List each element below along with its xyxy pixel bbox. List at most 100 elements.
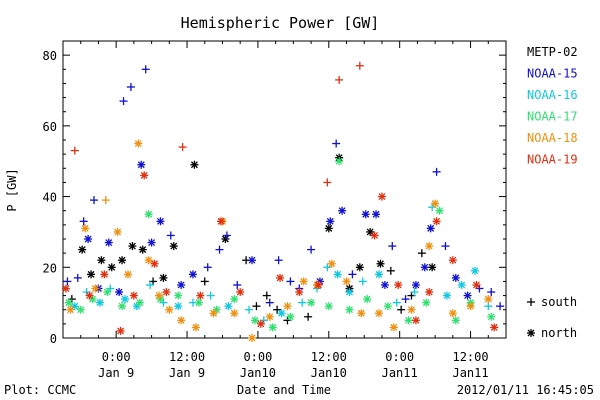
data-point-noaa-15 [137,160,146,169]
data-point-noaa-16 [484,302,493,311]
data-point-metp-02 [87,270,96,279]
x-tick-label-time: 12:00 [311,350,347,364]
data-point-noaa-19 [432,217,441,226]
data-point-noaa-15 [274,256,283,265]
data-point-noaa-19 [314,280,323,289]
data-point-noaa-19 [61,284,70,293]
data-point-noaa-18 [123,270,132,279]
data-point-noaa-19 [323,178,332,187]
data-point-noaa-17 [335,157,344,166]
data-point-noaa-16 [224,302,233,311]
data-point-noaa-19 [150,259,159,268]
data-point-noaa-16 [358,277,367,286]
data-point-noaa-16 [333,270,342,279]
x-tick-label-time: 0:00 [102,350,131,364]
legend-entry-noaa-19: NOAA-19 [527,153,578,167]
data-point-noaa-15 [203,263,212,272]
data-point-noaa-15 [463,291,472,300]
data-point-noaa-15 [420,263,429,272]
data-point-noaa-15 [432,167,441,176]
data-point-noaa-19 [335,75,344,84]
data-point-noaa-15 [73,273,82,282]
data-point-noaa-19 [116,326,125,335]
data-point-noaa-16 [121,295,130,304]
data-point-noaa-17 [135,298,144,307]
data-point-noaa-17 [324,302,333,311]
legend-entry-noaa-17: NOAA-17 [527,110,578,124]
data-point-noaa-19 [162,288,171,297]
data-point-noaa-15 [79,217,88,226]
data-point-noaa-17 [64,298,73,307]
data-point-noaa-19 [377,192,386,201]
data-point-noaa-19 [178,143,187,152]
data-point-noaa-18 [113,227,122,236]
data-point-noaa-15 [348,270,357,279]
data-point-noaa-17 [144,210,153,219]
data-point-noaa-17 [194,298,203,307]
data-point-noaa-18 [448,309,457,318]
data-point-noaa-17 [404,316,413,325]
data-point-noaa-17 [422,298,431,307]
data-point-noaa-19 [472,280,481,289]
x-tick-label-date: Jan11 [382,366,418,380]
data-point-noaa-15 [380,280,389,289]
data-point-metp-02 [397,305,406,314]
data-point-noaa-19 [100,270,109,279]
data-point-metp-02 [97,256,106,265]
data-point-noaa-15 [372,210,381,219]
data-point-noaa-18 [265,312,274,321]
data-point-noaa-18 [431,199,440,208]
legend-entry-noaa-18: NOAA-18 [527,131,578,145]
data-point-noaa-15 [496,302,505,311]
data-point-noaa-16 [470,266,479,275]
plot-source: Plot: CCMC [4,383,76,397]
marker-legend-symbol-south [527,298,535,306]
data-point-metp-02 [159,273,168,282]
data-point-noaa-18 [154,291,163,300]
data-point-noaa-15 [426,224,435,233]
data-point-noaa-17 [487,312,496,321]
data-point-noaa-16 [277,309,286,318]
data-point-metp-02 [386,266,395,275]
data-point-noaa-16 [70,302,79,311]
chart-title: Hemispheric Power [GW] [181,14,380,32]
data-point-metp-02 [221,235,230,243]
data-point-noaa-15 [177,280,186,289]
data-point-noaa-18 [101,196,110,205]
data-point-metp-02 [169,242,178,251]
legend-entry-noaa-16: NOAA-16 [527,88,578,102]
axis-ticks: 0 20 40 60 80 0:00 Jan 9 12:00 Jan 9 0:00 Jan10 12:… [43,40,507,380]
data-point-noaa-18 [230,309,239,318]
data-point-noaa-17 [435,206,444,215]
data-point-noaa-18 [484,295,493,304]
data-point-noaa-15 [84,235,93,243]
data-point-noaa-19 [448,256,457,265]
data-point-metp-02 [200,277,209,286]
y-tick-label: 60 [43,120,57,134]
data-point-noaa-17 [174,291,183,300]
data-point-noaa-19 [140,171,149,180]
x-tick-label-date: Jan10 [240,366,276,380]
data-point-noaa-15 [115,288,124,297]
data-point-noaa-16 [345,288,354,297]
data-point-noaa-19 [85,291,94,300]
data-point-noaa-15 [188,270,197,279]
data-point-noaa-15 [441,242,450,251]
data-point-noaa-19 [256,319,265,328]
data-point-noaa-19 [236,288,245,297]
data-point-noaa-15 [388,242,397,251]
data-point-noaa-15 [326,217,335,226]
data-point-metp-02 [304,312,313,321]
x-tick-label-time: 12:00 [169,350,205,364]
data-point-noaa-19 [70,146,79,155]
data-point-noaa-18 [375,309,384,318]
data-point-noaa-18 [407,305,416,314]
data-point-noaa-15 [338,206,347,215]
data-point-noaa-18 [248,334,257,342]
data-point-noaa-18 [209,309,218,318]
data-point-metp-02 [118,256,127,265]
data-point-noaa-18 [191,323,200,332]
plot-timestamp: 2012/01/11 16:45:05 [457,383,594,397]
data-point-noaa-15 [141,65,150,74]
data-point-noaa-15 [104,238,113,247]
